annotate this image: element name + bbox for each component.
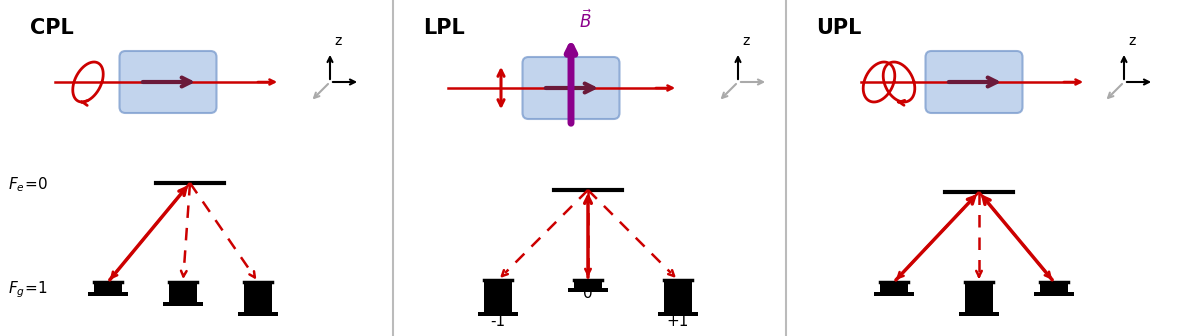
FancyBboxPatch shape xyxy=(522,57,619,119)
Bar xyxy=(658,312,698,316)
Bar xyxy=(94,282,121,292)
Text: z: z xyxy=(1128,34,1135,48)
FancyBboxPatch shape xyxy=(119,51,217,113)
Bar xyxy=(1034,292,1074,296)
Text: LPL: LPL xyxy=(423,18,465,38)
Bar xyxy=(880,282,908,292)
Bar xyxy=(874,292,914,296)
Bar xyxy=(574,280,602,288)
Text: -1: -1 xyxy=(490,314,506,329)
Text: z: z xyxy=(334,34,342,48)
Bar xyxy=(485,280,512,312)
Bar xyxy=(964,282,993,312)
Text: +1: +1 xyxy=(667,314,690,329)
Text: UPL: UPL xyxy=(816,18,862,38)
FancyBboxPatch shape xyxy=(926,51,1022,113)
Text: z: z xyxy=(742,34,750,48)
Text: $F_e\!=\!0$: $F_e\!=\!0$ xyxy=(8,176,48,194)
Text: CPL: CPL xyxy=(29,18,74,38)
Bar xyxy=(664,280,692,312)
Text: $\vec{B}$: $\vec{B}$ xyxy=(579,9,592,32)
Bar xyxy=(244,282,272,312)
Bar xyxy=(477,312,518,316)
Bar xyxy=(568,288,608,292)
Bar xyxy=(88,292,129,296)
Bar xyxy=(169,282,197,302)
Bar xyxy=(1040,282,1068,292)
Text: $F_g\!=\!1$: $F_g\!=\!1$ xyxy=(8,280,48,300)
Bar xyxy=(163,302,203,306)
Text: 0: 0 xyxy=(584,286,593,301)
Bar xyxy=(959,312,999,316)
Bar xyxy=(238,312,278,316)
